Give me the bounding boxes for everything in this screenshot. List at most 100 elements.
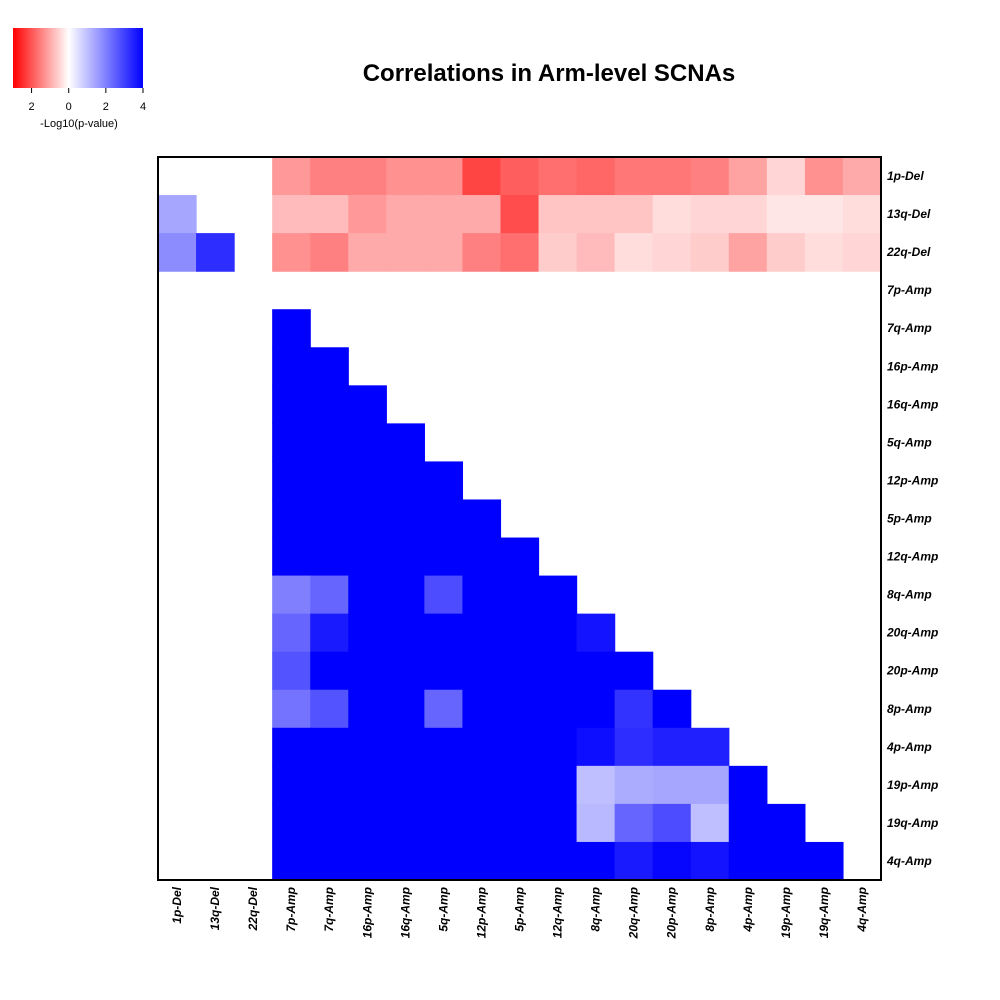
heatmap-cell-20q-Amp-x-12q-Amp [538, 613, 578, 653]
row-label-4p-Amp: 4p-Amp [886, 740, 932, 754]
heatmap-cell-13q-Del-x-16p-Amp [348, 195, 387, 234]
heatmap-cell-4q-Amp-x-19q-Amp [804, 841, 844, 881]
heatmap-cell-13q-Del-x-4p-Amp [728, 195, 768, 234]
heatmap-cell-13q-Del-x-16q-Amp [386, 195, 425, 234]
heatmap-cell-5q-Amp-x-7q-Amp [310, 423, 349, 463]
heatmap-cell-16p-Amp-x-7q-Amp [310, 347, 349, 386]
column-label-8p-Amp: 8p-Amp [703, 887, 717, 932]
row-label-22q-Del: 22q-Del [886, 245, 931, 259]
heatmap-cell-22q-Del-x-19q-Amp [804, 233, 844, 272]
heatmap-cell-22q-Del-x-5q-Amp [424, 233, 464, 272]
row-label-19q-Amp: 19q-Amp [887, 816, 938, 830]
heatmap-cell-4q-Amp-x-20q-Amp [614, 841, 654, 881]
heatmap-cell-20q-Amp-x-5p-Amp [500, 613, 540, 653]
heatmap-cell-4q-Amp-x-8q-Amp [576, 841, 616, 881]
heatmap-cell-19q-Amp-x-20p-Amp [652, 803, 692, 843]
heatmap-cell-8p-Amp-x-7q-Amp [310, 689, 349, 729]
heatmap-cell-8p-Amp-x-12q-Amp [538, 689, 578, 729]
heatmap-cells [158, 157, 882, 881]
column-label-20p-Amp: 20p-Amp [665, 887, 679, 939]
heatmap-cell-19p-Amp-x-4p-Amp [728, 765, 768, 805]
column-label-4p-Amp: 4p-Amp [741, 887, 755, 933]
heatmap-cell-20q-Amp-x-16p-Amp [348, 613, 387, 653]
heatmap-cell-5q-Amp-x-16q-Amp [386, 423, 425, 463]
heatmap-cell-8q-Amp-x-12p-Amp [462, 575, 502, 615]
legend-tick-label: 4 [140, 101, 146, 113]
heatmap-cell-12q-Amp-x-16p-Amp [348, 537, 387, 577]
row-label-4q-Amp: 4q-Amp [886, 854, 932, 868]
column-label-7p-Amp: 7p-Amp [284, 887, 298, 932]
heatmap-cell-1p-Del-x-16q-Amp [386, 157, 425, 196]
heatmap-cell-4q-Amp-x-7q-Amp [310, 841, 349, 881]
heatmap-cell-22q-Del-x-8q-Amp [576, 233, 616, 272]
heatmap-cell-1p-Del-x-8p-Amp [690, 157, 730, 196]
heatmap-cell-19q-Amp-x-16p-Amp [348, 803, 387, 843]
heatmap-cell-1p-Del-x-7q-Amp [310, 157, 349, 196]
heatmap-cell-19p-Amp-x-20q-Amp [614, 765, 654, 805]
heatmap-cell-22q-Del-x-19p-Amp [766, 233, 806, 272]
heatmap-cell-12p-Amp-x-5q-Amp [424, 461, 464, 501]
heatmap-cell-19q-Amp-x-8p-Amp [690, 803, 730, 843]
heatmap-cell-16q-Amp-x-7q-Amp [310, 385, 349, 424]
row-label-12q-Amp: 12q-Amp [887, 550, 938, 564]
heatmap-cell-22q-Del-x-1p-Del [158, 233, 197, 272]
heatmap-cell-1p-Del-x-20p-Amp [652, 157, 692, 196]
heatmap-cell-19p-Amp-x-5q-Amp [424, 765, 464, 805]
heatmap-cell-19q-Amp-x-7q-Amp [310, 803, 349, 843]
legend-label: -Log10(p-value) [40, 118, 118, 130]
heatmap-cell-5p-Amp-x-12p-Amp [462, 499, 502, 539]
heatmap-cell-8q-Amp-x-12q-Amp [538, 575, 578, 615]
heatmap-cell-8p-Amp-x-16q-Amp [386, 689, 425, 729]
row-label-20q-Amp: 20q-Amp [886, 626, 938, 640]
heatmap-cell-16q-Amp-x-7p-Amp [272, 385, 311, 424]
heatmap-cell-22q-Del-x-16q-Amp [386, 233, 425, 272]
heatmap-cell-19p-Amp-x-20p-Amp [652, 765, 692, 805]
heatmap-cell-4q-Amp-x-4p-Amp [728, 841, 768, 881]
heatmap-cell-19p-Amp-x-5p-Amp [500, 765, 540, 805]
heatmap-cell-4p-Amp-x-16p-Amp [348, 727, 387, 767]
column-label-20q-Amp: 20q-Amp [627, 887, 641, 939]
heatmap-cell-8q-Amp-x-5q-Amp [424, 575, 464, 615]
heatmap-cell-19q-Amp-x-7p-Amp [272, 803, 311, 843]
heatmap-cell-8q-Amp-x-16q-Amp [386, 575, 425, 615]
heatmap-cell-13q-Del-x-20p-Amp [652, 195, 692, 234]
heatmap-cell-12q-Amp-x-5p-Amp [500, 537, 540, 577]
column-label-1p-Del: 1p-Del [170, 886, 184, 923]
heatmap-cell-1p-Del-x-16p-Amp [348, 157, 387, 196]
heatmap-cell-12q-Amp-x-7q-Amp [310, 537, 349, 577]
heatmap-cell-4p-Amp-x-5p-Amp [500, 727, 540, 767]
heatmap-cell-1p-Del-x-5p-Amp [500, 157, 540, 196]
heatmap-cell-20p-Amp-x-16p-Amp [348, 651, 387, 691]
heatmap-cell-4q-Amp-x-8p-Amp [690, 841, 730, 881]
legend-color-bar [13, 28, 143, 88]
heatmap-cell-1p-Del-x-12q-Amp [538, 157, 578, 196]
heatmap-cell-4q-Amp-x-12p-Amp [462, 841, 502, 881]
column-label-12p-Amp: 12p-Amp [474, 887, 488, 938]
column-labels: 1p-Del 13q-Del 22q-Del 7p-Amp 7q-Amp 16p-Amp 1… [170, 886, 869, 939]
heatmap-cell-20q-Amp-x-5q-Amp [424, 613, 464, 653]
heatmap-cell-12q-Amp-x-5q-Amp [424, 537, 464, 577]
column-label-22q-Del: 22q-Del [246, 886, 260, 931]
row-label-8q-Amp: 8q-Amp [887, 588, 932, 602]
heatmap-cell-20q-Amp-x-12p-Amp [462, 613, 502, 653]
heatmap-cell-1p-Del-x-4q-Amp [842, 157, 882, 196]
row-label-20p-Amp: 20p-Amp [886, 664, 938, 678]
heatmap-cell-20p-Amp-x-5p-Amp [500, 651, 540, 691]
heatmap-cell-1p-Del-x-7p-Amp [272, 157, 311, 196]
column-label-19p-Amp: 19p-Amp [779, 887, 793, 938]
heatmap-cell-12p-Amp-x-16p-Amp [348, 461, 387, 501]
row-labels: 1p-Del 13q-Del 22q-Del 7p-Amp 7q-Amp 16p-Amp 1… [886, 169, 938, 868]
heatmap-cell-20q-Amp-x-7q-Amp [310, 613, 349, 653]
column-label-5q-Amp: 5q-Amp [436, 887, 450, 932]
heatmap-cell-22q-Del-x-4q-Amp [842, 233, 882, 272]
plot-frame [157, 156, 882, 881]
heatmap-cell-22q-Del-x-13q-Del [196, 233, 235, 272]
heatmap-cell-22q-Del-x-20q-Amp [614, 233, 654, 272]
heatmap-cell-5p-Amp-x-16p-Amp [348, 499, 387, 539]
heatmap-cell-22q-Del-x-7q-Amp [310, 233, 349, 272]
heatmap-cell-19q-Amp-x-5q-Amp [424, 803, 464, 843]
heatmap-cell-19q-Amp-x-4p-Amp [728, 803, 768, 843]
heatmap-cell-12p-Amp-x-16q-Amp [386, 461, 425, 501]
heatmap-cell-12p-Amp-x-7q-Amp [310, 461, 349, 501]
